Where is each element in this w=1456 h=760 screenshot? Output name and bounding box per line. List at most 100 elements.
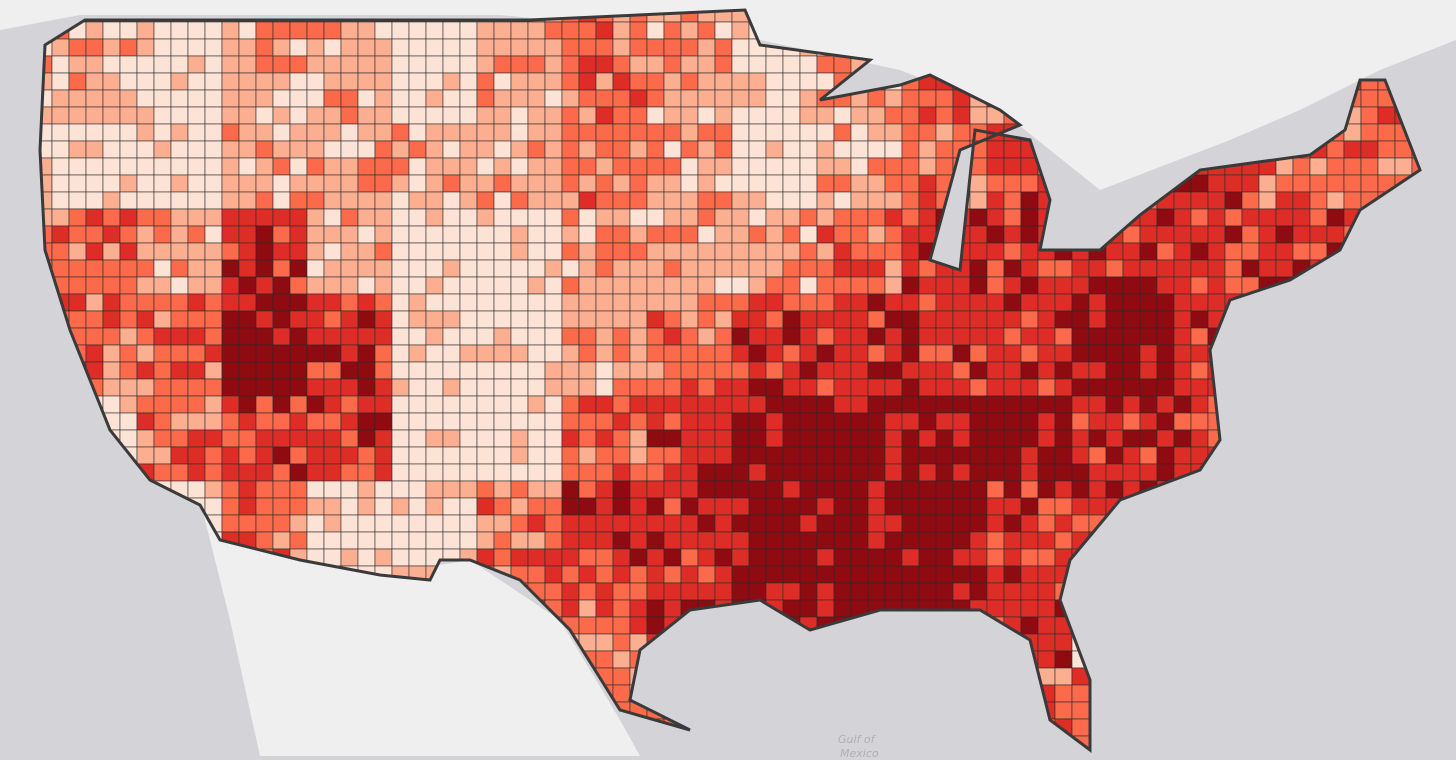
county[interactable] <box>323 497 342 516</box>
county[interactable] <box>85 242 104 261</box>
county[interactable] <box>306 208 325 227</box>
county[interactable] <box>969 293 988 312</box>
county[interactable] <box>884 89 903 108</box>
county[interactable] <box>1173 327 1192 346</box>
county[interactable] <box>612 191 631 210</box>
county[interactable] <box>884 140 903 159</box>
county[interactable] <box>1156 446 1175 465</box>
county[interactable] <box>1088 259 1107 278</box>
county[interactable] <box>646 497 665 516</box>
county[interactable] <box>170 429 189 448</box>
county[interactable] <box>476 531 495 550</box>
county[interactable] <box>323 531 342 550</box>
county[interactable] <box>51 140 70 159</box>
county[interactable] <box>102 293 121 312</box>
county[interactable] <box>85 123 104 142</box>
county[interactable] <box>612 514 631 533</box>
county[interactable] <box>493 276 512 295</box>
county[interactable] <box>595 174 614 193</box>
county[interactable] <box>1241 191 1260 210</box>
county[interactable] <box>238 208 257 227</box>
county[interactable] <box>816 310 835 329</box>
county[interactable] <box>476 191 495 210</box>
county[interactable] <box>527 123 546 142</box>
county[interactable] <box>1105 361 1124 380</box>
county[interactable] <box>765 327 784 346</box>
county[interactable] <box>425 378 444 397</box>
county[interactable] <box>833 106 852 125</box>
county[interactable] <box>969 344 988 363</box>
county[interactable] <box>493 412 512 431</box>
county[interactable] <box>782 582 801 601</box>
county[interactable] <box>1037 582 1056 601</box>
county[interactable] <box>238 259 257 278</box>
county[interactable] <box>374 55 393 74</box>
county[interactable] <box>1054 412 1073 431</box>
county[interactable] <box>85 157 104 176</box>
county[interactable] <box>850 123 869 142</box>
county[interactable] <box>986 344 1005 363</box>
county[interactable] <box>1003 565 1022 584</box>
county[interactable] <box>663 242 682 261</box>
county[interactable] <box>629 208 648 227</box>
county[interactable] <box>714 310 733 329</box>
county[interactable] <box>306 395 325 414</box>
county[interactable] <box>204 106 223 125</box>
county[interactable] <box>612 89 631 108</box>
county[interactable] <box>816 378 835 397</box>
county[interactable] <box>238 72 257 91</box>
county[interactable] <box>663 361 682 380</box>
county[interactable] <box>289 429 308 448</box>
county[interactable] <box>476 395 495 414</box>
county[interactable] <box>986 140 1005 159</box>
county[interactable] <box>714 89 733 108</box>
county[interactable] <box>1037 293 1056 312</box>
county[interactable] <box>595 616 614 635</box>
county[interactable] <box>136 225 155 244</box>
county[interactable] <box>527 276 546 295</box>
county[interactable] <box>1139 276 1158 295</box>
county[interactable] <box>1020 208 1039 227</box>
county[interactable] <box>442 225 461 244</box>
county[interactable] <box>153 55 172 74</box>
county[interactable] <box>986 514 1005 533</box>
county[interactable] <box>374 21 393 40</box>
county[interactable] <box>442 191 461 210</box>
county[interactable] <box>595 633 614 652</box>
county[interactable] <box>476 446 495 465</box>
county[interactable] <box>595 446 614 465</box>
county[interactable] <box>935 429 954 448</box>
county[interactable] <box>833 293 852 312</box>
county[interactable] <box>697 174 716 193</box>
county[interactable] <box>289 361 308 380</box>
county[interactable] <box>901 106 920 125</box>
county[interactable] <box>595 480 614 499</box>
county[interactable] <box>816 140 835 159</box>
county[interactable] <box>833 344 852 363</box>
county[interactable] <box>204 21 223 40</box>
county[interactable] <box>901 191 920 210</box>
county[interactable] <box>1156 378 1175 397</box>
county[interactable] <box>323 548 342 567</box>
county[interactable] <box>204 378 223 397</box>
county[interactable] <box>1173 276 1192 295</box>
county[interactable] <box>612 497 631 516</box>
county[interactable] <box>952 276 971 295</box>
county[interactable] <box>1173 259 1192 278</box>
county[interactable] <box>1054 463 1073 482</box>
county[interactable] <box>952 327 971 346</box>
county[interactable] <box>238 293 257 312</box>
county[interactable] <box>221 174 240 193</box>
county[interactable] <box>697 157 716 176</box>
county[interactable] <box>680 55 699 74</box>
county[interactable] <box>459 395 478 414</box>
county[interactable] <box>952 361 971 380</box>
county[interactable] <box>1088 361 1107 380</box>
county[interactable] <box>289 463 308 482</box>
county[interactable] <box>1241 259 1260 278</box>
county[interactable] <box>731 89 750 108</box>
county[interactable] <box>204 174 223 193</box>
county[interactable] <box>765 208 784 227</box>
county[interactable] <box>340 191 359 210</box>
